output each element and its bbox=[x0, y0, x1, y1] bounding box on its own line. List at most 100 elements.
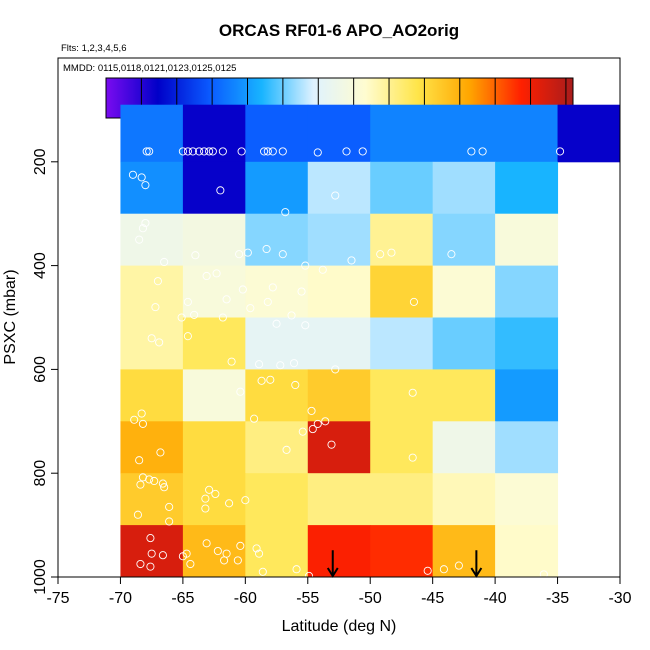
heatmap-cell bbox=[432, 213, 496, 267]
heatmap-cell bbox=[370, 213, 434, 267]
sample-point bbox=[147, 549, 156, 558]
sample-point bbox=[191, 251, 200, 260]
sample-point bbox=[202, 271, 211, 281]
sample-point bbox=[137, 409, 146, 418]
heatmap-cell bbox=[495, 317, 559, 370]
x-tick-label: -60 bbox=[234, 590, 257, 607]
x-tick-label: -50 bbox=[359, 590, 382, 607]
sample-point bbox=[258, 567, 267, 576]
sample-point bbox=[291, 380, 300, 390]
sample-point bbox=[212, 269, 221, 278]
sample-point bbox=[409, 297, 418, 306]
arrow-head bbox=[326, 567, 339, 578]
y-axis: 200 400 600 800 1000 bbox=[32, 148, 59, 595]
sample-point bbox=[342, 147, 351, 156]
x-tick-label: -30 bbox=[608, 590, 631, 607]
heatmap-cell bbox=[182, 213, 246, 267]
heatmap-cell bbox=[182, 317, 246, 370]
heatmap-cell bbox=[432, 265, 496, 318]
heatmap-cell bbox=[120, 161, 184, 215]
sample-point bbox=[246, 304, 255, 313]
heatmap-cell bbox=[120, 525, 184, 578]
heatmap-cell bbox=[182, 265, 246, 318]
sample-point bbox=[137, 173, 146, 182]
sample-point bbox=[178, 552, 187, 561]
sample-point bbox=[282, 445, 291, 454]
sample-point bbox=[145, 147, 154, 156]
heatmap-cell bbox=[370, 369, 434, 422]
sample-point bbox=[281, 208, 290, 217]
sample-point bbox=[220, 556, 229, 565]
sample-point bbox=[156, 448, 165, 457]
x-tick-label: -55 bbox=[296, 590, 319, 607]
heatmap-cell bbox=[120, 265, 184, 318]
heatmap-cell bbox=[432, 317, 496, 370]
sample-point bbox=[155, 338, 164, 347]
heatmap-cell bbox=[245, 213, 309, 267]
sample-point bbox=[255, 360, 264, 369]
sample-point bbox=[202, 539, 211, 548]
sample-point bbox=[262, 244, 271, 254]
x-tick-label: -65 bbox=[171, 590, 194, 607]
heatmap-cell bbox=[432, 421, 496, 474]
heatmap-cell bbox=[245, 265, 309, 318]
y-tick-label: 1000 bbox=[32, 559, 49, 595]
sample-point bbox=[133, 510, 142, 519]
sample-point bbox=[237, 147, 246, 156]
sample-point bbox=[201, 494, 210, 503]
sample-point bbox=[138, 419, 147, 428]
heatmap-cell bbox=[182, 369, 246, 422]
sample-point bbox=[556, 147, 565, 156]
sample-point bbox=[188, 147, 197, 156]
sample-point bbox=[278, 250, 287, 259]
sample-point bbox=[260, 147, 269, 156]
sample-point bbox=[213, 547, 222, 556]
sample-point bbox=[160, 257, 169, 267]
heatmap-cell bbox=[370, 473, 434, 526]
sample-point bbox=[160, 483, 169, 492]
sample-point bbox=[142, 147, 151, 156]
heatmap-cell bbox=[495, 213, 559, 267]
sample-point bbox=[313, 148, 322, 157]
sample-point bbox=[263, 297, 272, 306]
heatmap-cell bbox=[370, 317, 434, 370]
heatmap-cell bbox=[307, 473, 371, 526]
sample-point bbox=[268, 283, 277, 292]
x-tick-label: -35 bbox=[546, 590, 569, 607]
sample-point bbox=[128, 170, 137, 179]
heatmap-cell bbox=[307, 213, 371, 267]
sample-point bbox=[186, 559, 195, 569]
y-axis-label: PSXC (mbar) bbox=[2, 269, 19, 364]
heatmap-cell bbox=[182, 421, 246, 474]
sample-point bbox=[252, 544, 261, 553]
heatmap-cell bbox=[495, 525, 559, 578]
heatmap-cell bbox=[557, 104, 621, 163]
heatmap-cell bbox=[245, 104, 309, 163]
heatmap-cell bbox=[245, 473, 309, 526]
heatmap-cell bbox=[245, 369, 309, 422]
sample-point bbox=[136, 480, 145, 489]
sample-point bbox=[347, 256, 356, 265]
heatmap-cell bbox=[182, 161, 246, 215]
heatmap-cell bbox=[432, 473, 496, 526]
x-tick-label: -45 bbox=[421, 590, 444, 607]
heatmap-cell bbox=[432, 104, 496, 163]
sample-point bbox=[257, 376, 266, 385]
sample-point bbox=[222, 295, 231, 304]
sample-point bbox=[408, 388, 417, 397]
sample-point bbox=[478, 147, 487, 156]
sample-point bbox=[141, 218, 150, 228]
heatmap-cell bbox=[370, 161, 434, 215]
sample-point bbox=[235, 250, 244, 259]
sample-point bbox=[190, 310, 199, 319]
heatmap-cell bbox=[495, 104, 559, 163]
sample-point bbox=[201, 504, 210, 513]
sample-point bbox=[218, 313, 227, 322]
heatmap-cell bbox=[307, 369, 371, 422]
sample-point bbox=[567, 401, 576, 410]
sample-point bbox=[233, 556, 242, 565]
heatmap-cell bbox=[120, 421, 184, 474]
sample-point bbox=[308, 425, 317, 434]
sample-point bbox=[153, 277, 162, 286]
sample-point bbox=[165, 517, 174, 526]
